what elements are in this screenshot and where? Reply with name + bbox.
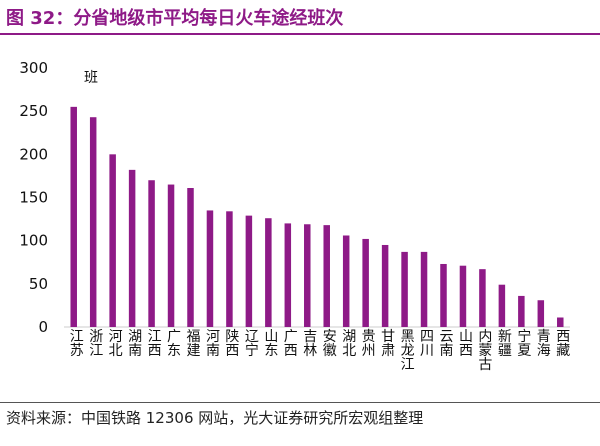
x-tick-label: 青海	[537, 329, 551, 359]
source-divider	[0, 402, 600, 403]
y-tick-label: 250	[19, 102, 48, 120]
x-tick-label: 甘肃	[381, 329, 395, 359]
bar	[148, 180, 155, 327]
bar	[362, 238, 369, 327]
y-tick-label: 50	[29, 275, 48, 293]
x-tick-label: 辽宁	[245, 329, 259, 359]
x-tick-label: 新疆	[498, 329, 512, 359]
x-tick-label: 河北	[109, 329, 123, 359]
y-axis: 0 50 100 150 200 250 300	[19, 59, 570, 336]
bar	[70, 106, 77, 327]
y-tick-label: 150	[19, 189, 48, 207]
source-note: 资料来源：中国铁路 12306 网站，光大证券研究所宏观组整理	[6, 409, 424, 427]
bar	[128, 169, 136, 327]
x-tick-label: 山东	[264, 329, 278, 359]
x-tick-label: 河南	[206, 329, 220, 359]
x-tick-label: 吉林	[303, 329, 317, 359]
bar	[342, 235, 350, 327]
x-tick-label: 西藏	[556, 329, 570, 359]
y-tick-label: 100	[19, 232, 48, 250]
x-tick-label: 四川	[420, 329, 434, 359]
x-tick-label: 云南	[440, 329, 454, 359]
x-axis-labels: 江苏浙江河北湖南江西广东福建河南陕西辽宁山东广西吉林安徽湖北贵州甘肃黑龙江四川云…	[70, 328, 571, 373]
bar	[167, 184, 175, 327]
title-divider	[0, 33, 600, 35]
bar	[440, 263, 447, 327]
x-tick-label: 广东	[167, 329, 181, 359]
bar	[459, 265, 467, 327]
x-tick-label: 陕西	[225, 329, 239, 359]
unit-label: 班	[84, 70, 98, 86]
x-tick-label: 贵州	[362, 329, 376, 359]
bar	[187, 188, 194, 327]
bar	[518, 295, 525, 327]
bar	[226, 211, 233, 327]
bar	[401, 251, 408, 327]
chart-title: 图 32：分省地级市平均每日火车途经班次	[6, 8, 344, 29]
y-tick-label: 200	[19, 145, 48, 163]
x-tick-label: 浙江	[89, 329, 103, 359]
x-tick-label: 福建	[187, 329, 201, 359]
bar	[206, 210, 214, 327]
bar	[381, 244, 389, 327]
bar	[284, 223, 292, 327]
bars	[70, 106, 564, 328]
bar	[420, 251, 428, 327]
bar	[479, 269, 486, 327]
x-tick-label: 黑龙江	[401, 329, 415, 373]
x-tick-label: 江苏	[70, 329, 84, 359]
x-tick-label: 江西	[148, 329, 162, 359]
x-tick-label: 内蒙古	[478, 329, 492, 373]
bar	[323, 225, 330, 327]
y-tick-label: 300	[19, 59, 48, 77]
bar	[109, 154, 116, 327]
bar	[265, 218, 272, 327]
x-tick-label: 安徽	[323, 329, 337, 359]
x-tick-label: 湖南	[128, 329, 142, 359]
bar	[557, 317, 564, 327]
x-tick-label: 广西	[284, 329, 298, 359]
x-tick-label: 山西	[459, 329, 473, 359]
bar	[537, 300, 545, 327]
x-tick-label: 宁夏	[517, 328, 531, 359]
bar	[498, 284, 506, 327]
bar	[245, 215, 253, 327]
bar	[304, 224, 311, 327]
x-tick-label: 湖北	[342, 329, 356, 359]
bar	[89, 117, 97, 328]
y-tick-label: 0	[38, 318, 48, 336]
